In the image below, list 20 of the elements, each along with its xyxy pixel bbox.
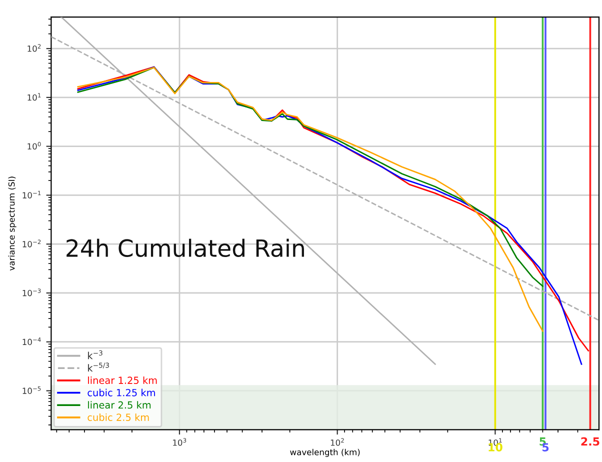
y-tick-label: 10$^{0}$ — [28, 142, 41, 150]
x-tick-label: 10$^{3}$ — [173, 438, 186, 446]
x-tick-label: 10$^{2}$ — [330, 438, 344, 446]
y-axis-title: variance spectrum (SI) — [8, 176, 16, 271]
y-tick-label: 10$^{2}$ — [28, 44, 41, 52]
y-tick-label: 10$^{−1}$ — [22, 190, 41, 198]
legend-label: cubic 1.25 km — [88, 388, 155, 396]
legend-label: linear 2.5 km — [88, 401, 151, 409]
legend-label: k$^{−5/3}$ — [88, 362, 109, 372]
y-tick-label: 10$^{−3}$ — [22, 288, 41, 296]
y-tick-label: 10$^{−2}$ — [22, 240, 41, 248]
legend-label: k$^{−3}$ — [88, 350, 102, 360]
ref-line-label: 2.5 — [581, 437, 600, 446]
y-tick-label: 10$^{−4}$ — [22, 338, 41, 346]
y-tick-label: 10$^{−5}$ — [22, 386, 41, 394]
annotation: 24h Cumulated Rain — [66, 238, 304, 258]
x-axis-title: wavelength (km) — [290, 448, 360, 457]
y-tick-label: 10$^{1}$ — [28, 93, 41, 101]
legend-label: cubic 2.5 km — [88, 413, 149, 421]
legend-label: linear 1.25 km — [88, 376, 157, 384]
